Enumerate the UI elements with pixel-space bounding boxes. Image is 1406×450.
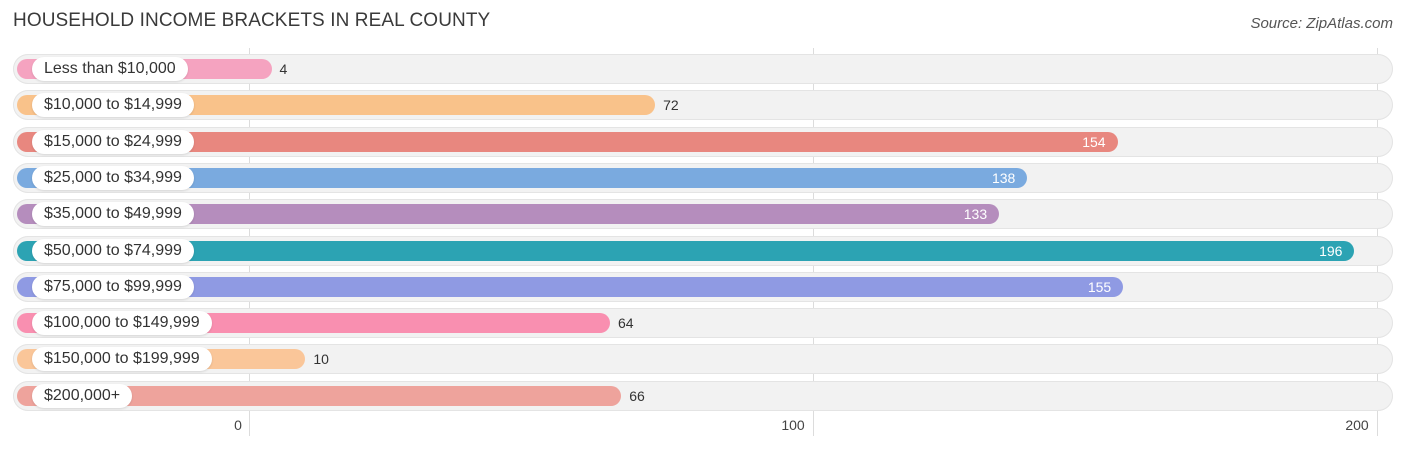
bar-row: $35,000 to $49,999 133 xyxy=(13,199,1393,229)
bar[interactable] xyxy=(17,132,1118,152)
value-label: 64 xyxy=(617,315,634,331)
category-label: $150,000 to $199,999 xyxy=(32,347,212,371)
category-label: $25,000 to $34,999 xyxy=(32,166,194,190)
bar[interactable] xyxy=(17,241,1355,261)
category-label: $50,000 to $74,999 xyxy=(32,239,194,263)
value-label: 155 xyxy=(1087,279,1112,295)
category-label: $100,000 to $149,999 xyxy=(32,311,212,335)
bar[interactable] xyxy=(17,204,1000,224)
value-label: 66 xyxy=(629,388,645,404)
value-label: 154 xyxy=(1082,134,1106,150)
value-label: 196 xyxy=(1319,243,1343,259)
bar-row: $100,000 to $149,999 64 xyxy=(13,308,1393,338)
bar-row: $75,000 to $99,999 155 xyxy=(13,272,1393,302)
value-label: 133 xyxy=(963,206,988,222)
value-label: 72 xyxy=(663,97,679,113)
x-tick-label: 200 xyxy=(1345,417,1369,433)
bar-row: $200,000+ 66 xyxy=(13,381,1393,411)
category-label: Less than $10,000 xyxy=(32,57,188,81)
chart-title: HOUSEHOLD INCOME BRACKETS IN REAL COUNTY xyxy=(13,10,491,31)
bar[interactable] xyxy=(17,168,1028,188)
bar[interactable] xyxy=(17,277,1124,297)
bar-row: $25,000 to $34,999 138 xyxy=(13,163,1393,193)
x-tick-label: 100 xyxy=(781,417,805,433)
bar-row: $15,000 to $24,999 154 xyxy=(13,127,1393,157)
bar-row: $150,000 to $199,999 10 xyxy=(13,344,1393,374)
category-label: $200,000+ xyxy=(32,384,133,408)
x-tick-label: 0 xyxy=(234,417,242,433)
bar-row: $10,000 to $14,999 72 xyxy=(13,90,1393,120)
category-label: $35,000 to $49,999 xyxy=(32,202,194,226)
category-label: $10,000 to $14,999 xyxy=(32,93,194,117)
value-label: 138 xyxy=(991,170,1016,186)
value-label: 4 xyxy=(279,61,288,77)
category-label: $15,000 to $24,999 xyxy=(32,130,194,154)
bar[interactable] xyxy=(17,386,622,406)
value-label: 10 xyxy=(313,351,329,367)
bar-row: Less than $10,000 4 xyxy=(13,54,1393,84)
bar-row: $50,000 to $74,999 196 xyxy=(13,236,1393,266)
chart-source: Source: ZipAtlas.com xyxy=(1250,15,1393,32)
category-label: $75,000 to $99,999 xyxy=(32,275,194,299)
